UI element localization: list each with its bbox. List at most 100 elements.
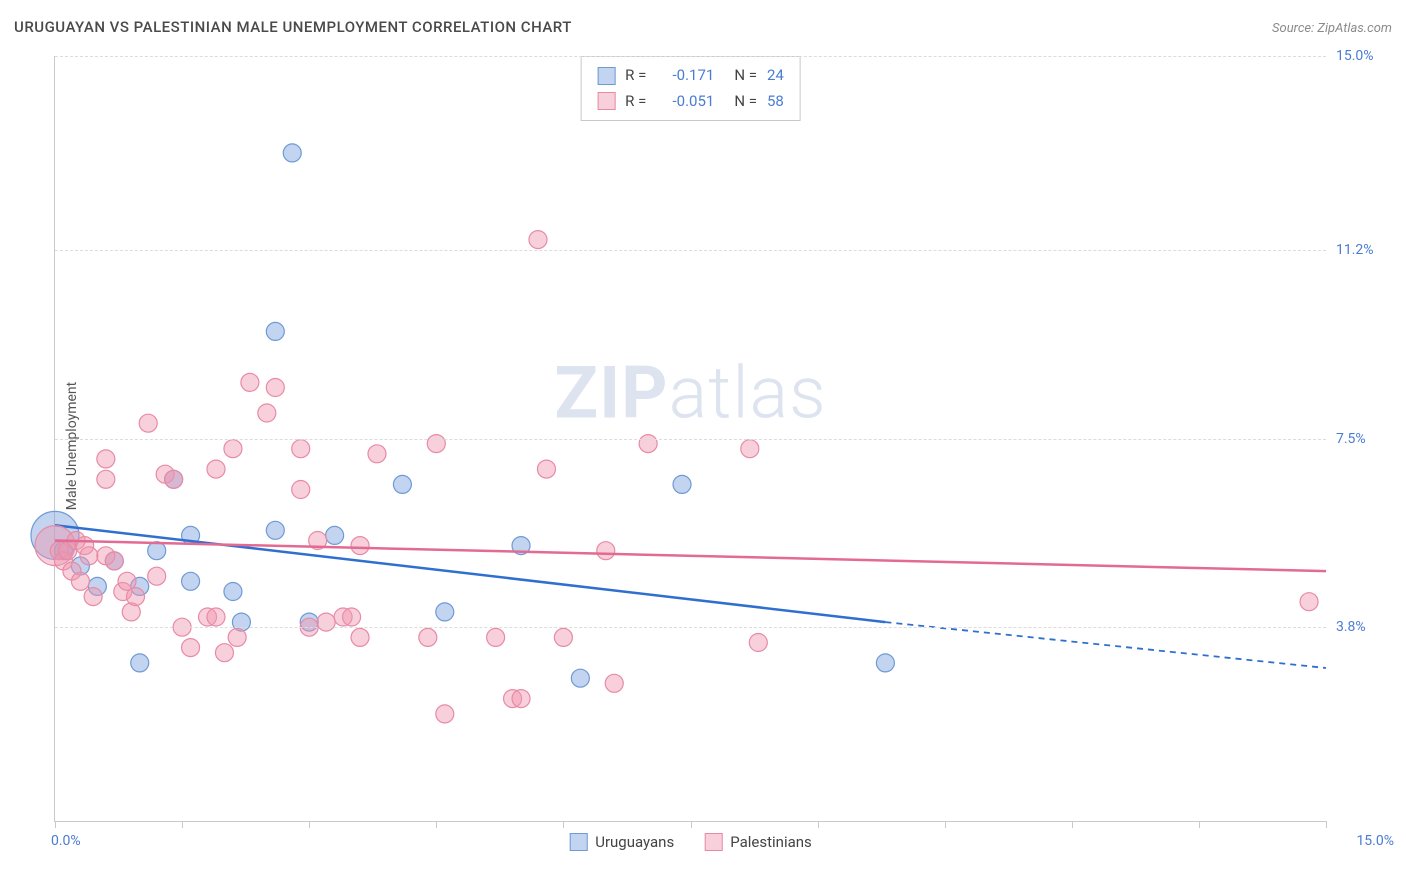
data-point <box>241 373 259 391</box>
data-point <box>266 521 284 539</box>
data-point <box>351 537 369 555</box>
data-point <box>673 475 691 493</box>
x-tick <box>945 821 946 828</box>
data-point <box>554 628 572 646</box>
data-point <box>258 404 276 422</box>
legend-swatch <box>597 67 615 85</box>
data-point <box>283 144 301 162</box>
gridline <box>55 439 1326 440</box>
data-point <box>97 470 115 488</box>
legend-swatch <box>704 833 722 851</box>
legend-n-value: 24 <box>767 63 784 89</box>
data-point <box>126 588 144 606</box>
gridline <box>55 250 1326 251</box>
gridline <box>55 56 1326 57</box>
x-tick <box>1326 821 1327 828</box>
data-point <box>436 705 454 723</box>
x-tick <box>1072 821 1073 828</box>
data-point <box>266 379 284 397</box>
data-point <box>529 231 547 249</box>
x-tick <box>182 821 183 828</box>
data-point <box>741 440 759 458</box>
series-label: Uruguayans <box>595 833 674 851</box>
data-point <box>537 460 555 478</box>
legend-swatch <box>597 92 615 110</box>
data-point <box>343 608 361 626</box>
x-tick <box>1199 821 1200 828</box>
data-point <box>182 639 200 657</box>
data-point <box>207 608 225 626</box>
series-legend-item: Palestinians <box>704 833 812 851</box>
series-legend-item: Uruguayans <box>569 833 674 851</box>
data-point <box>80 547 98 565</box>
trend-line <box>55 541 1326 572</box>
trend-line <box>55 525 885 622</box>
data-point <box>512 690 530 708</box>
data-point <box>427 435 445 453</box>
x-tick <box>691 821 692 828</box>
data-point <box>876 654 894 672</box>
data-point <box>224 440 242 458</box>
data-point <box>436 603 454 621</box>
data-point <box>182 572 200 590</box>
x-tick <box>309 821 310 828</box>
data-point <box>639 435 657 453</box>
x-tick <box>55 821 56 828</box>
x-tick <box>563 821 564 828</box>
header: URUGUAYAN VS PALESTINIAN MALE UNEMPLOYME… <box>14 18 1392 36</box>
correlation-legend: R = -0.171 N = 24 R = -0.051 N = 58 <box>580 56 801 121</box>
data-point <box>605 674 623 692</box>
data-point <box>487 628 505 646</box>
data-point <box>326 526 344 544</box>
data-point <box>224 583 242 601</box>
data-point <box>571 669 589 687</box>
y-tick-label: 15.0% <box>1336 48 1396 64</box>
data-point <box>368 445 386 463</box>
data-point <box>148 542 166 560</box>
data-point <box>207 460 225 478</box>
source-label: Source: ZipAtlas.com <box>1272 21 1392 36</box>
chart-title: URUGUAYAN VS PALESTINIAN MALE UNEMPLOYME… <box>14 18 572 36</box>
data-point <box>292 440 310 458</box>
scatter-plot: ZIPatlas R =-0.171N =24R =-0.051N =58 0.… <box>54 56 1326 822</box>
x-min-label: 0.0% <box>51 833 81 849</box>
data-point <box>148 567 166 585</box>
data-point <box>749 634 767 652</box>
data-point <box>266 322 284 340</box>
legend-swatch <box>569 833 587 851</box>
data-point <box>97 450 115 468</box>
legend-r-value: -0.171 <box>656 63 714 89</box>
legend-r-label: R = <box>625 63 646 89</box>
data-point <box>139 414 157 432</box>
legend-n-label: N = <box>734 63 757 89</box>
legend-r-label: R = <box>625 89 646 115</box>
x-tick <box>436 821 437 828</box>
data-point <box>165 470 183 488</box>
data-point <box>1300 593 1318 611</box>
legend-row: R = -0.051 N = 58 <box>597 89 784 115</box>
data-point <box>131 654 149 672</box>
series-label: Palestinians <box>730 833 812 851</box>
legend-n-value: 58 <box>767 89 784 115</box>
data-point <box>292 481 310 499</box>
data-point <box>351 628 369 646</box>
gridline <box>55 627 1326 628</box>
y-tick-label: 11.2% <box>1336 242 1396 258</box>
data-point <box>215 644 233 662</box>
data-point <box>393 475 411 493</box>
trend-line-extrapolated <box>885 622 1326 668</box>
legend-r-value: -0.051 <box>656 89 714 115</box>
data-point <box>317 613 335 631</box>
x-tick <box>818 821 819 828</box>
y-tick-label: 3.8% <box>1336 619 1396 635</box>
y-tick-label: 7.5% <box>1336 431 1396 447</box>
data-point <box>419 628 437 646</box>
data-point <box>597 542 615 560</box>
data-point <box>228 628 246 646</box>
data-point <box>71 572 89 590</box>
x-max-label: 15.0% <box>1356 833 1394 849</box>
data-point <box>84 588 102 606</box>
series-legend: Uruguayans Palestinians <box>569 833 812 851</box>
legend-n-label: N = <box>734 89 757 115</box>
legend-row: R = -0.171 N = 24 <box>597 63 784 89</box>
